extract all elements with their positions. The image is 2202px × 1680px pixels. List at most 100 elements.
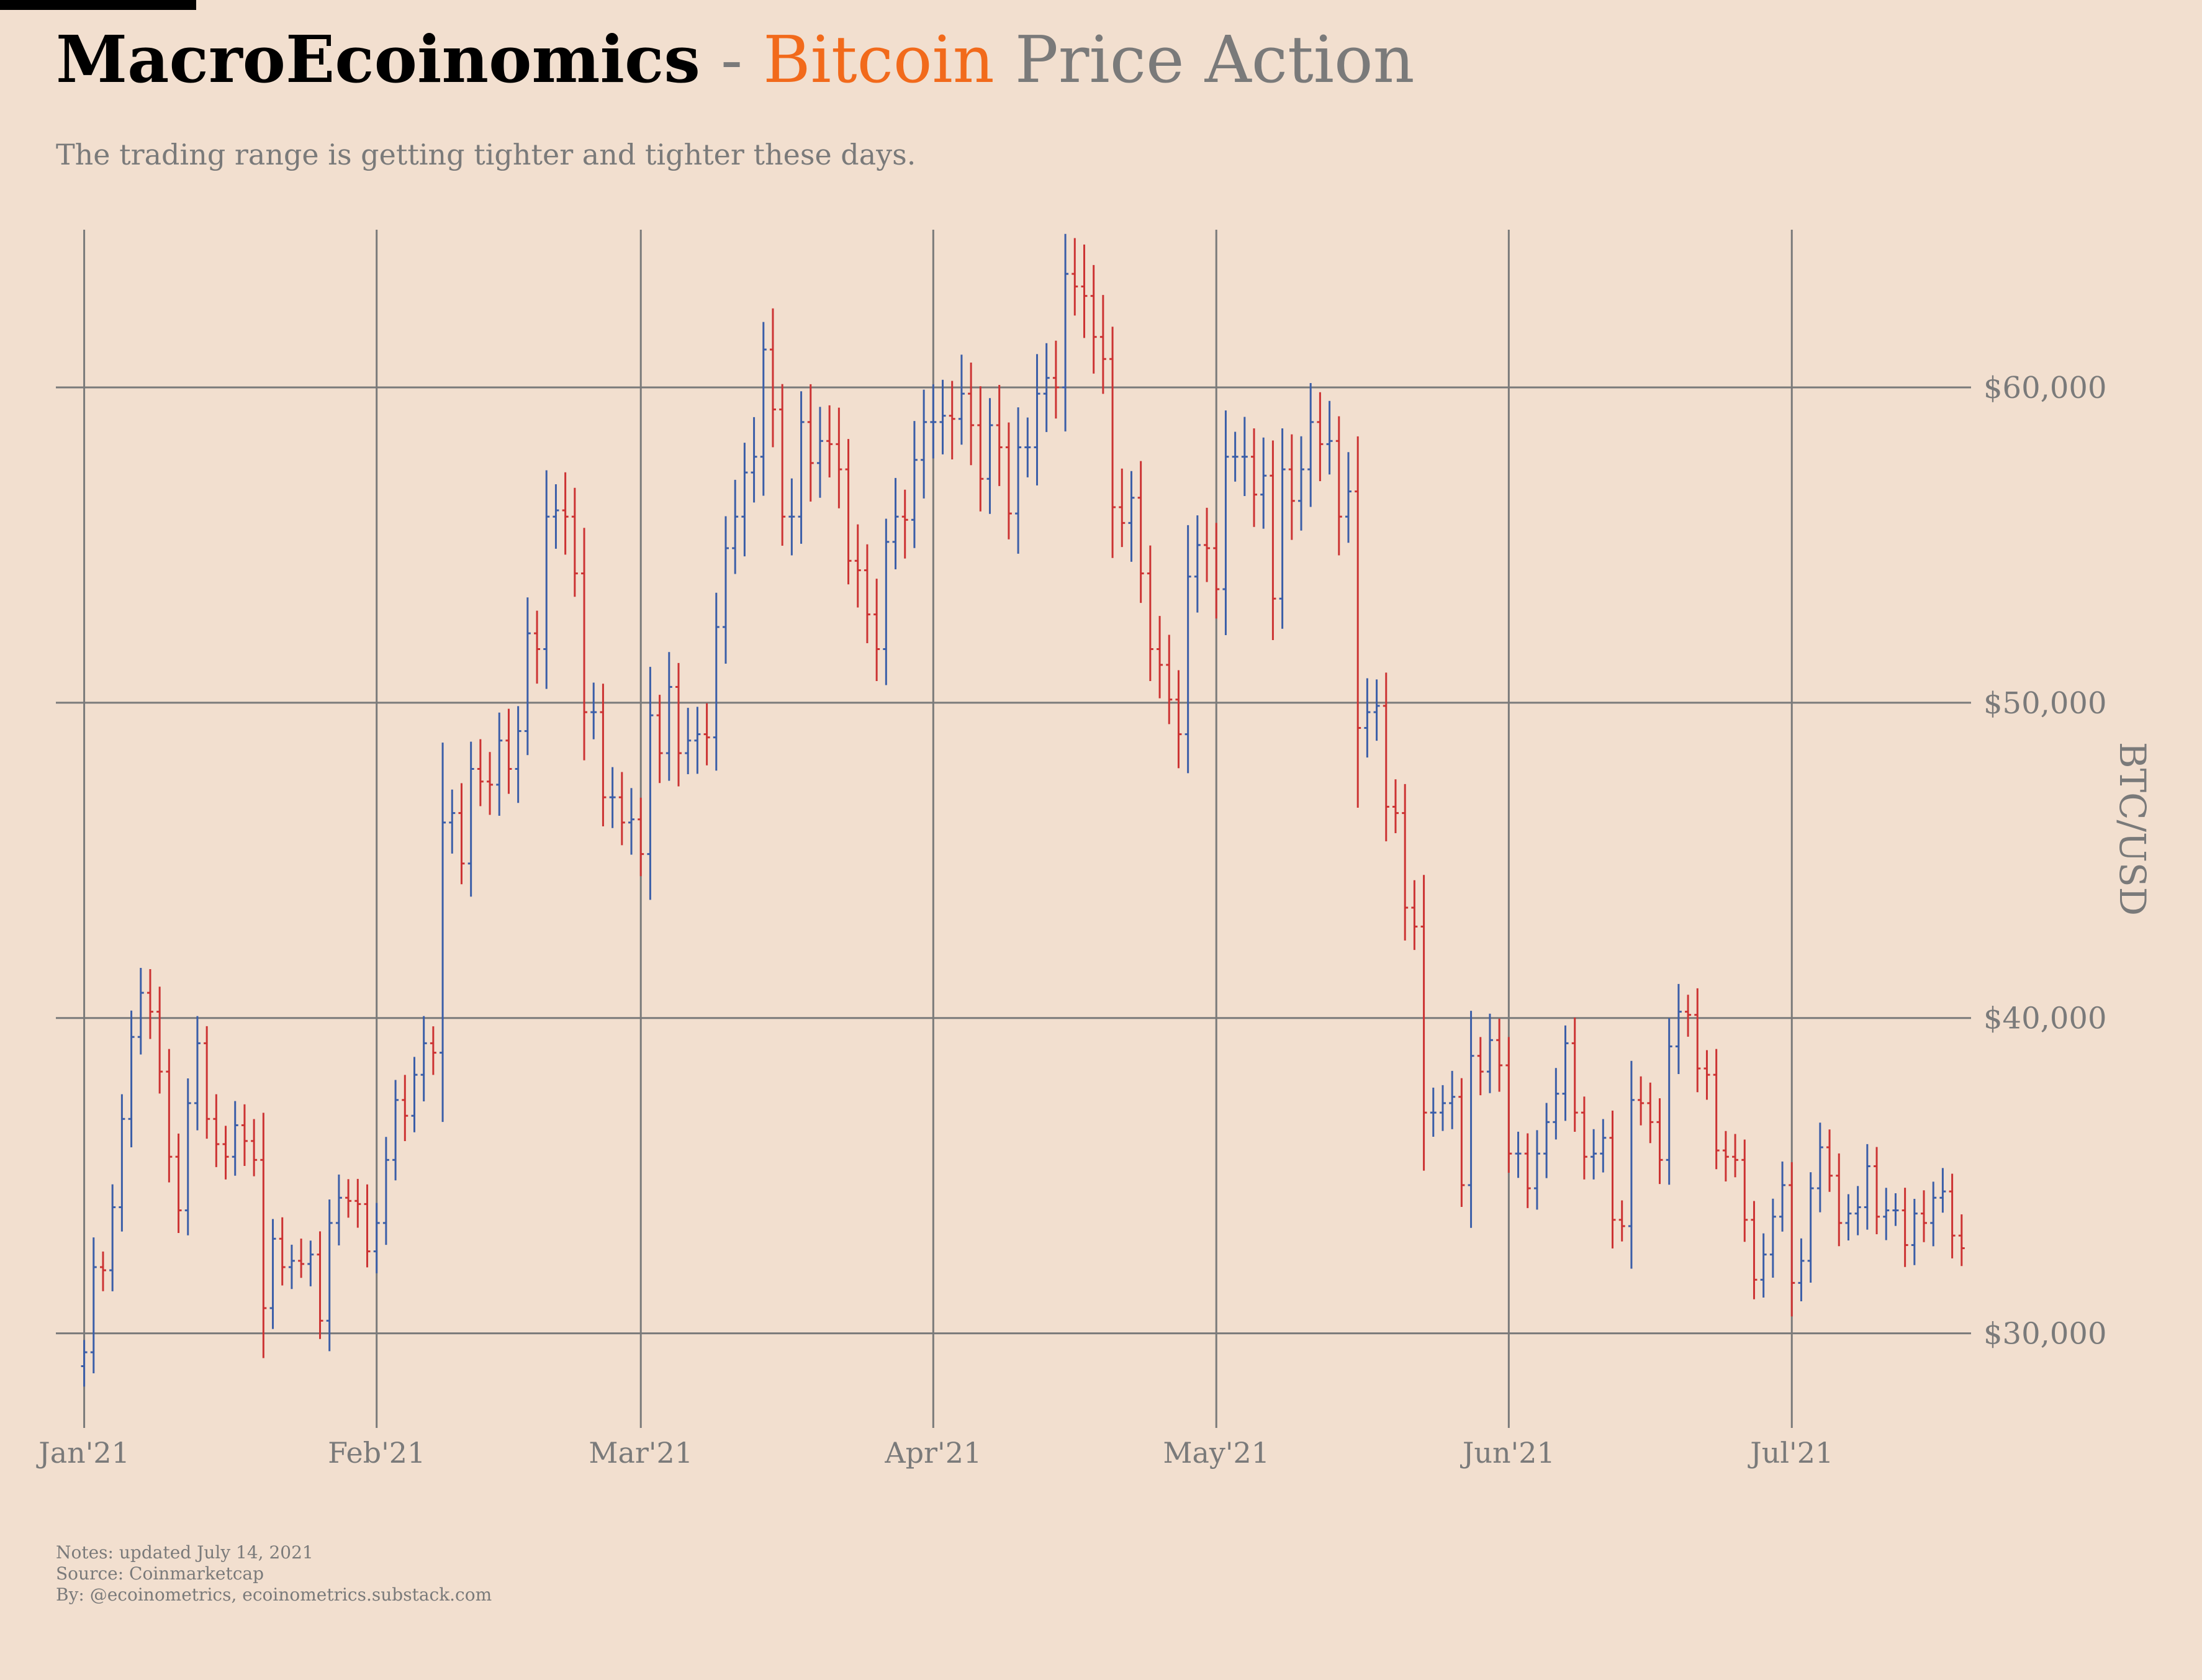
ohlc-bar <box>298 1239 305 1278</box>
ohlc-bar <box>1656 1098 1663 1185</box>
y-tick-label: $50,000 <box>1983 686 2107 721</box>
y-tick-label: $60,000 <box>1983 371 2107 405</box>
x-tick-label: Jan'21 <box>36 1436 130 1470</box>
ohlc-bar <box>826 405 833 478</box>
ohlc-bar <box>1222 410 1229 635</box>
y-tick-label: $30,000 <box>1983 1317 2107 1352</box>
ohlc-bar <box>1175 670 1182 769</box>
title-separator: - <box>720 22 743 97</box>
ohlc-bar <box>543 470 550 689</box>
ohlc-bar <box>1760 1233 1767 1298</box>
ohlc-bar <box>496 712 503 816</box>
ohlc-bar <box>373 1203 380 1273</box>
x-tick-label: Apr'21 <box>884 1436 981 1470</box>
ohlc-bar <box>1571 1018 1578 1132</box>
ohlc-bar <box>279 1217 286 1286</box>
ohlc-bar <box>477 739 484 806</box>
ohlc-bar <box>156 987 163 1094</box>
ohlc-bar <box>1072 238 1078 316</box>
ohlc-bar <box>1326 400 1333 475</box>
ohlc-bar <box>883 518 890 685</box>
ohlc-bar <box>1505 1037 1512 1173</box>
ohlc-bar <box>1958 1214 1965 1267</box>
ohlc-bar <box>807 384 814 502</box>
ohlc-bar <box>1685 995 1692 1037</box>
ohlc-bar <box>986 398 993 514</box>
ohlc-bar <box>1826 1129 1833 1192</box>
ohlc-bar <box>571 487 578 597</box>
ohlc-bar <box>1232 431 1239 482</box>
ohlc-bar <box>1335 416 1342 556</box>
ohlc-bar <box>1553 1068 1559 1140</box>
ohlc-bar <box>382 1137 389 1245</box>
ohlc-bar <box>741 443 748 557</box>
ohlc-bar <box>1609 1110 1616 1249</box>
ohlc-bar <box>1411 880 1418 951</box>
ohlc-bar <box>562 472 569 555</box>
ohlc-bar <box>788 478 795 556</box>
ohlc-bar <box>1949 1173 1956 1258</box>
ohlc-bar <box>1930 1181 1937 1247</box>
ohlc-bar <box>1477 1037 1484 1096</box>
ohlc-bar <box>1902 1188 1908 1267</box>
ohlc-bar <box>1638 1076 1645 1126</box>
ohlc-bar <box>1307 383 1314 507</box>
ohlc-bar <box>1251 428 1258 527</box>
ohlc-bar <box>326 1199 333 1352</box>
ohlc-bar <box>1911 1198 1918 1265</box>
ohlc-bar <box>354 1178 361 1228</box>
ohlc-bar <box>317 1231 323 1339</box>
ohlc-bar <box>128 1010 135 1148</box>
notes-by: By: @ecoinometrics, ecoinometrics.substa… <box>56 1584 492 1605</box>
grid-layer <box>56 230 1971 1428</box>
ohlc-bar <box>515 706 521 803</box>
ohlc-bar <box>1524 1133 1531 1208</box>
ohlc-bar <box>713 592 720 771</box>
ohlc-bar <box>1439 1085 1446 1131</box>
ohlc-bar <box>458 783 465 885</box>
title-rest: Price Action <box>1014 22 1415 97</box>
ohlc-bar <box>1533 1130 1540 1210</box>
ohlc-bar <box>1807 1172 1814 1283</box>
ohlc-bar <box>1157 616 1163 698</box>
ohlc-bar <box>1392 779 1399 833</box>
ohlc-bar <box>364 1184 371 1268</box>
ohlc-bar <box>307 1240 314 1286</box>
ohlc-bar <box>109 1184 116 1291</box>
ohlc-bar <box>1458 1078 1465 1208</box>
ohlc-bar <box>722 516 729 664</box>
ohlc-bar <box>1798 1238 1805 1302</box>
ohlc-bar <box>1591 1129 1597 1180</box>
ohlc-bar <box>90 1237 97 1374</box>
ohlc-bar <box>1128 471 1135 562</box>
ohlc-bar <box>222 1126 229 1180</box>
ohlc-bar <box>288 1244 295 1289</box>
ohlc-bar <box>1486 1013 1493 1093</box>
ohlc-bar <box>1789 1162 1795 1317</box>
ohlc-bar <box>921 389 927 499</box>
x-tick-label: Jun'21 <box>1460 1436 1555 1470</box>
notes-source: Source: Coinmarketcap <box>56 1563 264 1584</box>
ohlc-bar <box>618 772 625 846</box>
ohlc-bar <box>1279 428 1286 629</box>
y-tick-label: $40,000 <box>1983 1001 2107 1036</box>
ohlc-bar <box>1241 417 1248 496</box>
x-tick-label: Jul'21 <box>1748 1436 1833 1470</box>
ohlc-bar <box>703 703 710 765</box>
ohlc-bar <box>656 695 663 784</box>
ohlc-bar <box>1769 1198 1776 1278</box>
ohlc-bar <box>1317 392 1324 482</box>
ohlc-bar <box>760 322 767 496</box>
ohlc-bar <box>1345 452 1351 543</box>
ohlc-bar <box>675 662 682 787</box>
ohlc-bar <box>420 1016 427 1102</box>
ohlc-bar <box>816 407 823 498</box>
ohlc-bar <box>1883 1188 1890 1240</box>
ohlc-bar <box>779 384 786 546</box>
y-axis-label: BTC/USD <box>2111 742 2154 916</box>
ohlc-bar <box>175 1133 182 1234</box>
ohlc-bar <box>534 610 541 684</box>
ohlc-bar <box>1892 1193 1899 1226</box>
ohlc-bar <box>81 1340 88 1387</box>
ohlc-bar <box>505 708 512 794</box>
